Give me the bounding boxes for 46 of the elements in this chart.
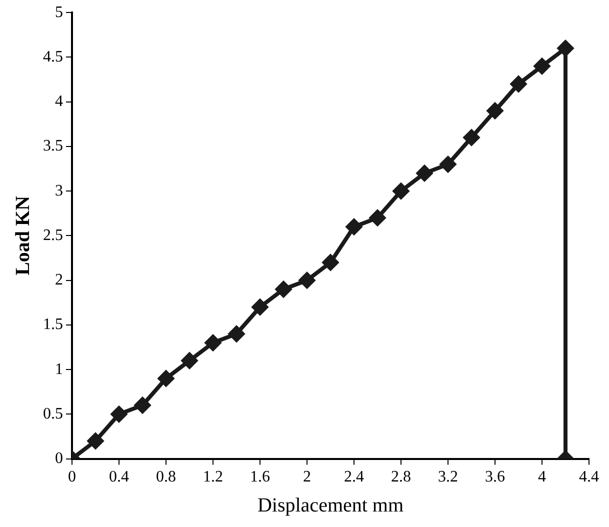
y-tick-label: 0	[55, 450, 63, 468]
point	[228, 326, 244, 342]
point	[182, 352, 198, 369]
point	[252, 299, 268, 316]
x-tick-label: 3.2	[438, 468, 458, 486]
x-tick-label: 4	[538, 468, 546, 486]
point	[416, 165, 432, 182]
y-tick-label: 5	[55, 4, 63, 21]
point	[111, 406, 127, 422]
point	[158, 370, 174, 386]
y-tick-label: 1.5	[43, 316, 63, 334]
y-tick-label: 2.5	[43, 226, 63, 244]
point	[558, 40, 574, 56]
y-tick-label: 4.5	[43, 48, 63, 66]
x-tick-label: 3.6	[485, 468, 505, 486]
y-tick-label: 3	[55, 182, 63, 200]
x-tick-label: 0.4	[109, 468, 129, 486]
x-axis-title: Displacement mm	[257, 494, 404, 516]
x-tick-label: 2	[303, 468, 311, 486]
x-tick-label: 1.6	[250, 468, 270, 486]
point	[370, 210, 386, 226]
point	[322, 254, 338, 270]
point	[510, 76, 526, 92]
point	[440, 156, 456, 172]
point	[205, 334, 221, 351]
x-tick-label: 0.8	[156, 468, 176, 486]
y-axis-title: Load KN	[12, 195, 34, 276]
x-tick-label: 0	[68, 468, 76, 486]
y-tick-label: 3.5	[43, 138, 63, 155]
point	[487, 102, 503, 119]
point	[534, 58, 550, 74]
x-tick-label: 2.4	[344, 468, 364, 486]
point	[299, 272, 315, 288]
point	[393, 183, 409, 200]
point	[276, 281, 292, 298]
x-tick-label: 4.4	[579, 468, 599, 486]
y-tick-label: 2	[55, 272, 63, 289]
y-tick-label: 4	[55, 93, 63, 110]
point	[464, 130, 480, 146]
x-tick-label: 1.2	[203, 468, 223, 486]
y-tick-label: 1	[55, 360, 63, 378]
point	[134, 397, 150, 414]
y-tick-label: 0.5	[43, 405, 63, 422]
point	[346, 218, 362, 235]
x-tick-label: 2.8	[391, 468, 411, 486]
point	[88, 432, 104, 449]
